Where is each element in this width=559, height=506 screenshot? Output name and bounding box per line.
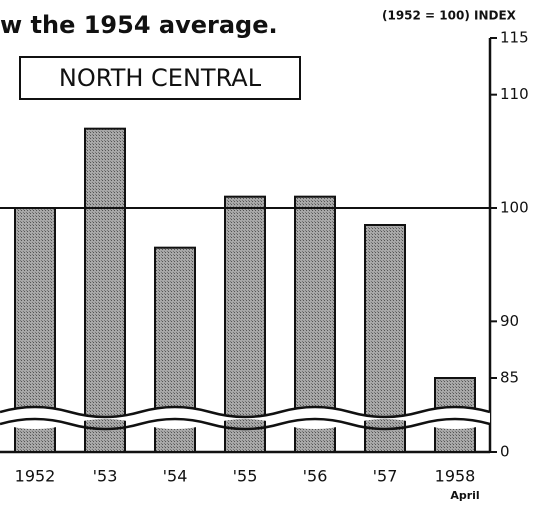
x-tick-label: 1958 — [435, 467, 476, 486]
x-tick-label: '54 — [163, 467, 188, 486]
chart-subtitle: NORTH CENTRAL — [59, 64, 262, 92]
y-tick-label: 115 — [500, 29, 529, 47]
x-tick-label: '53 — [93, 467, 118, 486]
axis-break — [0, 405, 491, 431]
bar — [364, 224, 406, 453]
y-tick-label: 0 — [500, 443, 510, 461]
y-tick-label: 110 — [500, 85, 529, 103]
axis-label: (1952 = 100) INDEX — [382, 9, 517, 23]
bar — [84, 127, 126, 454]
chart-title: w the 1954 average. — [0, 11, 278, 39]
x-tick-label: '57 — [373, 467, 398, 486]
bar — [224, 195, 266, 453]
x-annotation: April — [450, 489, 479, 502]
x-tick-label: '55 — [233, 467, 258, 486]
subtitle-box — [19, 56, 301, 100]
y-tick-label: 85 — [500, 369, 519, 387]
x-tick-label: 1952 — [15, 467, 56, 486]
x-tick-label: '56 — [303, 467, 328, 486]
y-tick-label: 90 — [500, 312, 519, 330]
y-tick-label: 100 — [500, 199, 529, 217]
